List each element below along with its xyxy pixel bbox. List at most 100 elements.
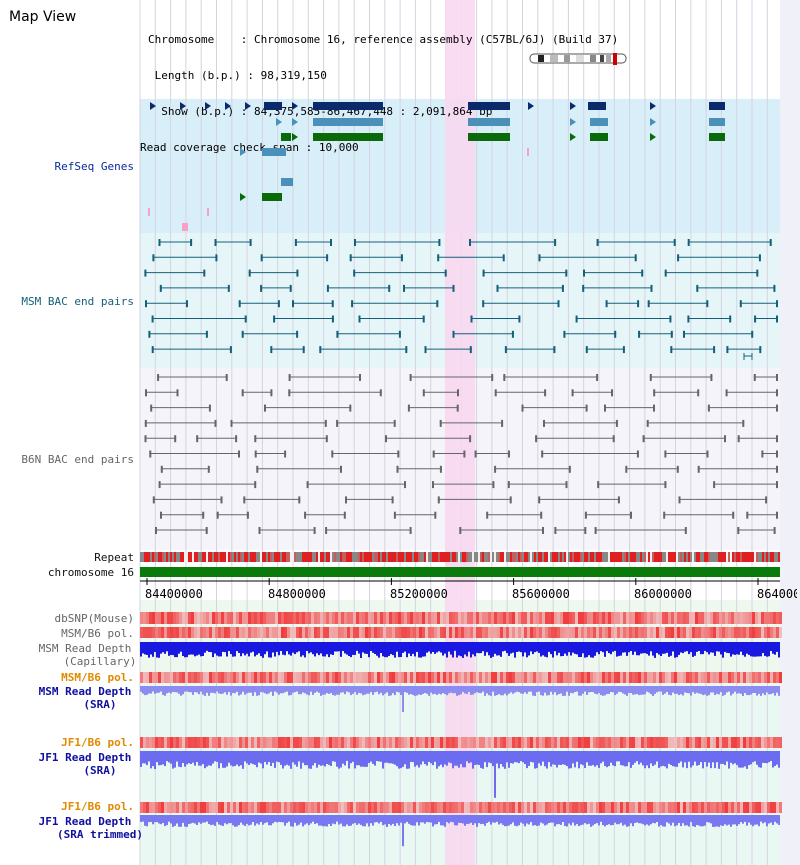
depth-bar (344, 815, 346, 827)
jf1-b6-pol-label[interactable]: JF1/B6 pol. (61, 736, 134, 749)
depth-bar (438, 751, 440, 767)
gene-exon (313, 133, 383, 141)
msm-b6-pol-label[interactable]: MSM/B6 pol. (61, 627, 134, 640)
bac-end (557, 300, 560, 308)
depth-bar (470, 751, 472, 763)
jf1-b6-pol-2-label[interactable]: JF1/B6 pol. (61, 800, 134, 813)
chromosome-track-label[interactable]: chromosome 16 (47, 566, 134, 579)
polymorphism-cell (551, 627, 554, 638)
polymorphism-cell (191, 612, 194, 624)
polymorphism-cell (422, 627, 425, 638)
depth-bar (340, 815, 342, 824)
polymorphism-cell (725, 672, 728, 683)
chromosome-ideogram[interactable] (528, 52, 630, 66)
depth-bar (482, 751, 484, 769)
polymorphism-cell (293, 612, 296, 624)
depth-bar (508, 815, 510, 826)
polymorphism-cell (332, 802, 335, 813)
polymorphism-cell (371, 737, 374, 748)
refseq-genes-label[interactable]: RefSeq Genes (54, 160, 134, 173)
polymorphism-cell (755, 672, 758, 683)
depth-bar (336, 751, 338, 767)
polymorphism-cell (428, 672, 431, 683)
polymorphism-cell (233, 802, 236, 813)
polymorphism-cell (716, 672, 719, 683)
polymorphism-cell (263, 627, 266, 638)
polymorphism-cell (623, 802, 626, 813)
depth-bar (538, 686, 540, 692)
polymorphism-cell (551, 802, 554, 813)
bac-end (288, 389, 291, 397)
depth-bar (242, 642, 244, 654)
msm-bac-label[interactable]: MSM BAC end pairs (21, 295, 134, 308)
depth-bar (458, 642, 460, 656)
depth-bar (526, 815, 528, 824)
polymorphism-cell (338, 802, 341, 813)
repeat-block (334, 552, 336, 562)
polymorphism-cell (509, 802, 512, 813)
depth-bar (458, 815, 460, 823)
repeat-label[interactable]: Repeat (94, 551, 134, 564)
polymorphism-cell (380, 627, 383, 638)
gene-exon (468, 118, 510, 126)
depth-bar (758, 751, 760, 768)
bac-end (761, 450, 764, 458)
depth-bar (578, 642, 580, 657)
depth-bar (560, 686, 562, 694)
depth-bar (442, 686, 444, 694)
jf1-depth-trimmed-label[interactable]: JF1 Read Depth (38, 815, 132, 828)
depth-bar (450, 815, 452, 822)
msm-depth-sra (140, 686, 780, 712)
polymorphism-cell (344, 612, 347, 624)
depth-bar (496, 815, 498, 822)
polymorphism-cell (431, 672, 434, 683)
depth-bar (642, 642, 644, 654)
polymorphism-cell (488, 612, 491, 624)
polymorphism-cell (647, 737, 650, 748)
polymorphism-cell (152, 672, 155, 683)
depth-bar (430, 642, 432, 654)
msm-depth-capillary-label[interactable]: MSM Read Depth (38, 642, 132, 655)
depth-bar (358, 642, 360, 654)
gene-marker (650, 118, 656, 126)
depth-bar (438, 642, 440, 652)
polymorphism-cell (143, 672, 146, 683)
depth-bar (624, 642, 626, 653)
polymorphism-cell (305, 802, 308, 813)
depth-bar (626, 642, 628, 656)
polymorphism-cell (419, 612, 422, 624)
msm-b6-pol-2-label[interactable]: MSM/B6 pol. (61, 671, 134, 684)
depth-bar (704, 686, 706, 695)
repeat-block (544, 552, 546, 562)
polymorphism-cell (596, 627, 599, 638)
polymorphism-cell (743, 802, 746, 813)
depth-bar (554, 751, 556, 765)
polymorphism-cell (527, 802, 530, 813)
repeat-block (410, 552, 412, 562)
bac-end (649, 374, 652, 381)
jf1-depth-trimmed-sub: (SRA trimmed) (56, 828, 144, 841)
depth-bar (550, 751, 552, 767)
depth-bar (474, 815, 476, 824)
polymorphism-cell (749, 672, 752, 683)
polymorphism-cell (146, 802, 149, 813)
polymorphism-cell (272, 627, 275, 638)
depth-bar (240, 815, 242, 823)
dbsnp-label[interactable]: dbSNP(Mouse) (54, 612, 134, 625)
gene-marker-pink (182, 223, 188, 231)
b6n-bac-label[interactable]: B6N BAC end pairs (21, 453, 134, 466)
depth-bar (670, 815, 672, 826)
depth-bar (726, 686, 728, 693)
polymorphism-cell (731, 672, 734, 683)
polymorphism-cell (395, 737, 398, 748)
jf1-depth-sra-label[interactable]: JF1 Read Depth (38, 751, 132, 764)
polymorphism-cell (572, 672, 575, 683)
polymorphism-cell (383, 802, 386, 813)
polymorphism-cell (431, 627, 434, 638)
bac-end (641, 269, 644, 277)
depth-bar (254, 751, 256, 765)
depth-bar (314, 815, 316, 824)
polymorphism-cell (185, 802, 188, 813)
msm-depth-sra-label[interactable]: MSM Read Depth (38, 685, 132, 698)
